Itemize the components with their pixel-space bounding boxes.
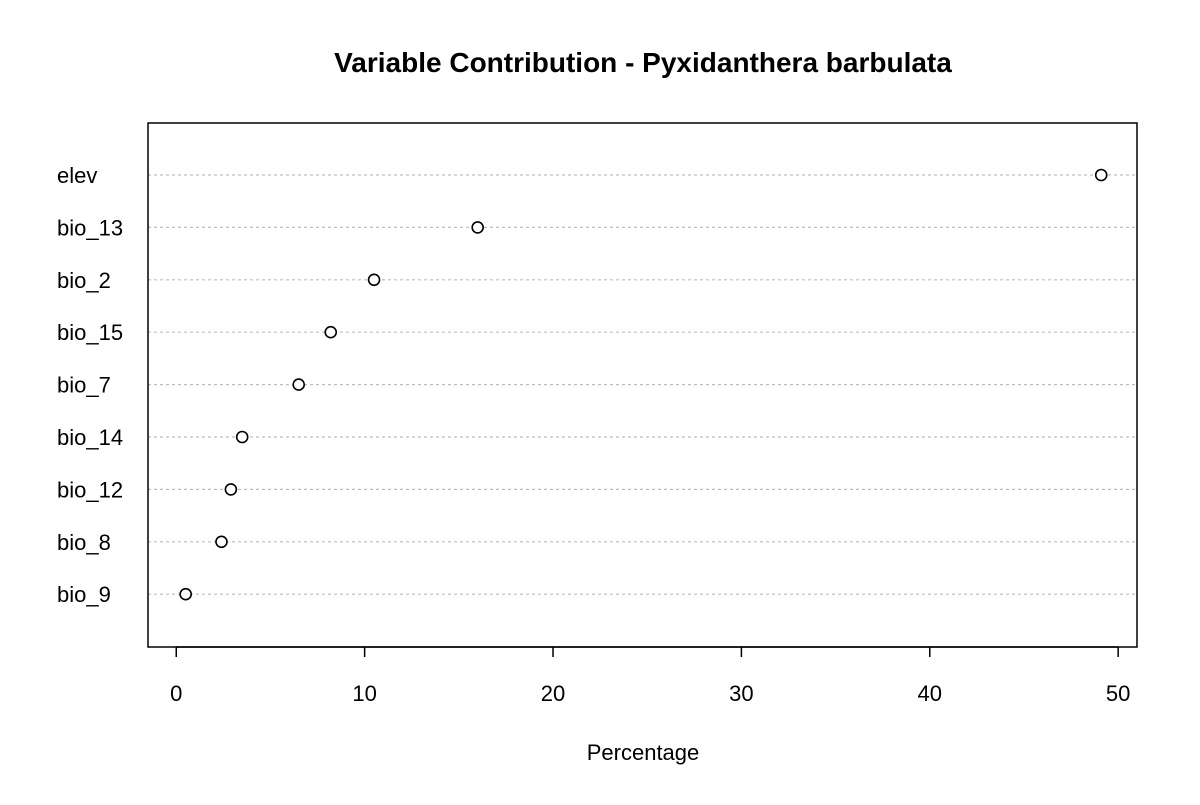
category-label: bio_14 — [57, 425, 123, 450]
data-point-bio-2 — [367, 273, 381, 287]
chart-title: Variable Contribution - Pyxidanthera bar… — [334, 47, 952, 78]
category-label: bio_13 — [57, 215, 123, 240]
category-label: bio_2 — [57, 268, 111, 293]
category-label: bio_7 — [57, 373, 111, 398]
x-tick-label: 30 — [729, 681, 753, 706]
x-axis-label: Percentage — [587, 740, 700, 765]
x-axis: 0 10 20 30 40 50 — [170, 646, 1130, 706]
data-point-bio-8 — [215, 535, 228, 549]
category-label: bio_15 — [57, 320, 123, 345]
data-points — [179, 168, 1108, 601]
data-point-bio-15 — [324, 325, 338, 339]
x-tick-label: 0 — [170, 681, 182, 706]
data-point-bio-9 — [179, 587, 192, 601]
x-tick-label: 20 — [541, 681, 565, 706]
gridlines — [148, 174, 1137, 595]
data-point-bio-7 — [292, 378, 306, 391]
data-point-bio-14 — [235, 430, 249, 444]
x-tick-label: 10 — [352, 681, 376, 706]
category-label: bio_12 — [57, 477, 123, 502]
data-point-bio-13 — [471, 221, 484, 234]
category-labels: elev bio_13 bio_2 bio_15 bio_7 bio_14 bio_12bi… — [57, 163, 123, 607]
data-point-elev — [1094, 168, 1108, 182]
category-label: bio_8 — [57, 530, 111, 555]
x-tick-label: 50 — [1106, 681, 1130, 706]
category-label: elev — [57, 163, 97, 188]
x-tick-label: 40 — [918, 681, 942, 706]
category-label: bio_9 — [57, 582, 111, 607]
data-point-bio-12 — [224, 483, 238, 496]
